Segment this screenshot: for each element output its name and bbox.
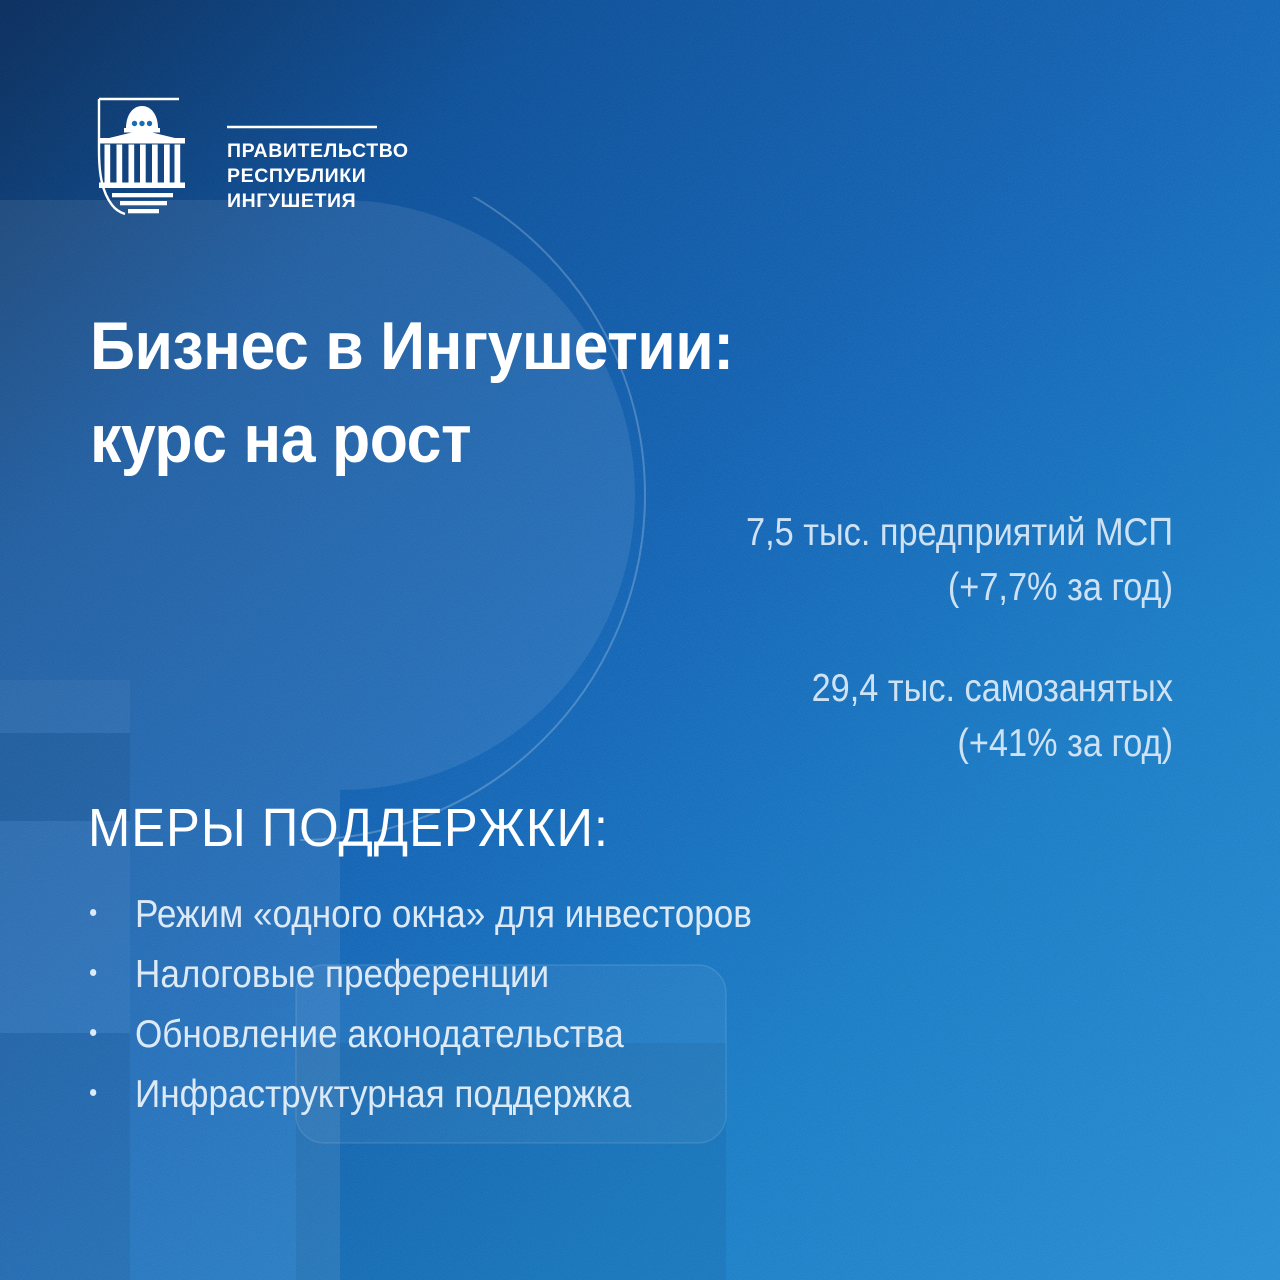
svg-text:ПРАВИТЕЛЬСТВО: ПРАВИТЕЛЬСТВО bbox=[227, 140, 409, 162]
svg-text:ИНГУШЕТИЯ: ИНГУШЕТИЯ bbox=[227, 190, 356, 212]
svg-text:РЕСПУБЛИКИ: РЕСПУБЛИКИ bbox=[227, 165, 366, 187]
